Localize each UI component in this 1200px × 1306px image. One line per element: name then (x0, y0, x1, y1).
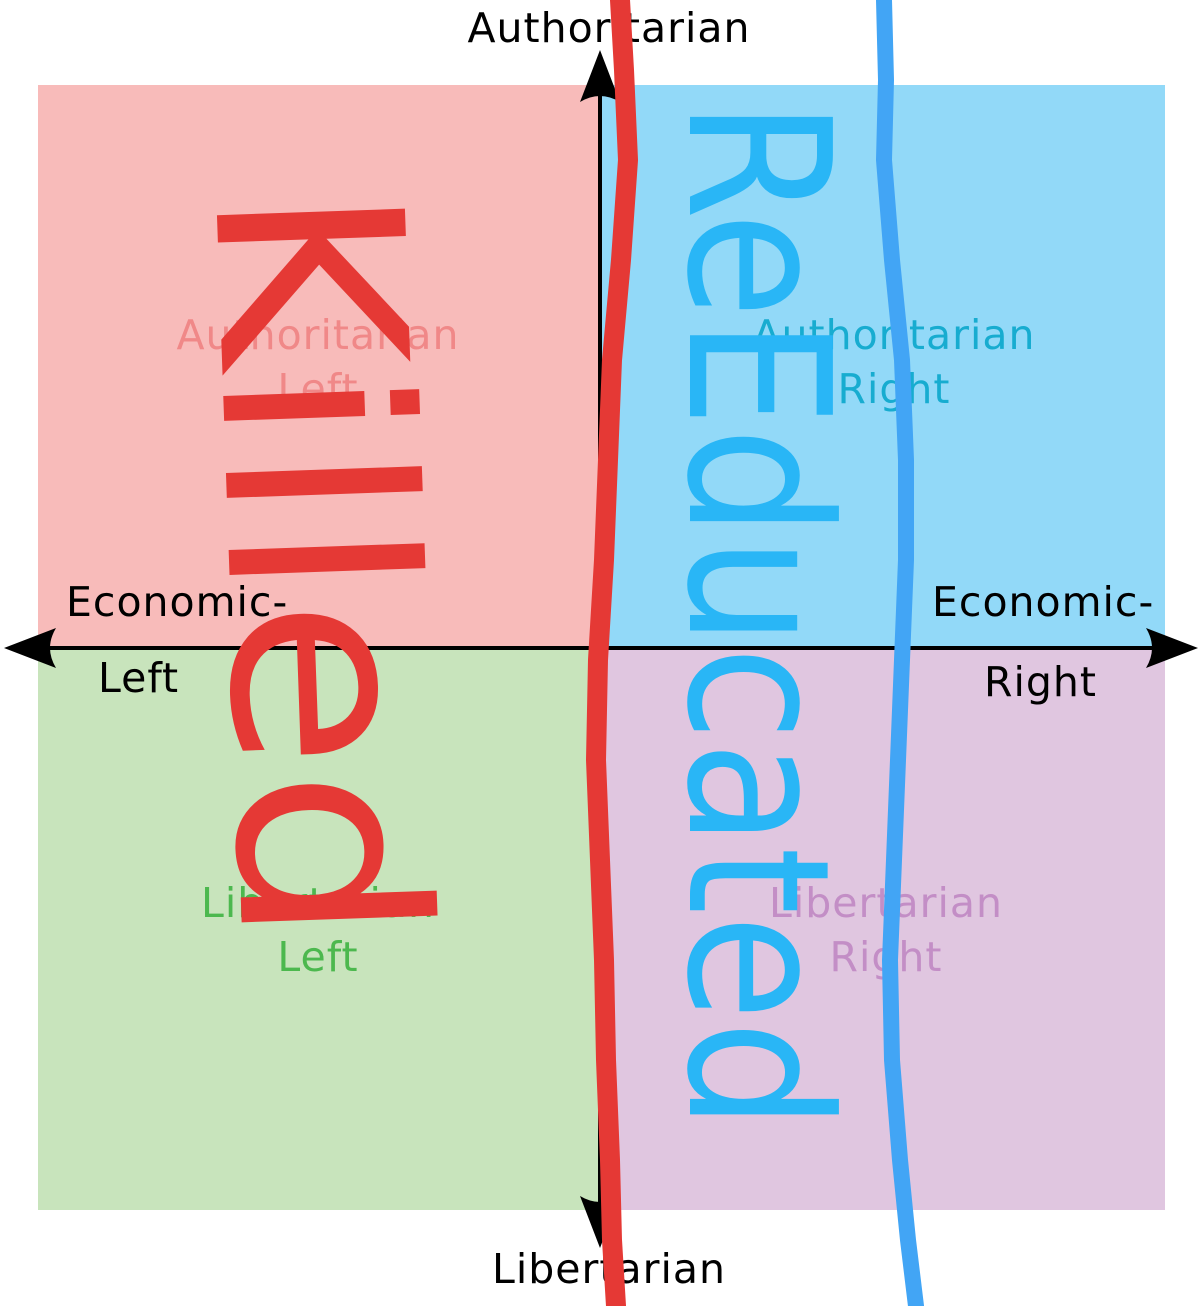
arrow-right-icon (1146, 628, 1198, 668)
axis-label-left-line2: Left (98, 654, 180, 702)
axis-label-right-line2: Right (984, 658, 1097, 706)
quadrant-label-authoritarian-left: Authoritarian Left (108, 308, 528, 416)
quadrant-libertarian-left (38, 648, 600, 1210)
quadrant-label-line: Left (277, 365, 359, 413)
axis-label-top: Authoritarian (467, 4, 751, 52)
arrow-up-icon (580, 50, 620, 102)
killed-word: Killed (155, 180, 481, 950)
quadrant-label-line: Right (837, 365, 951, 413)
arrow-left-icon (4, 628, 56, 668)
quadrant-authoritarian-left (38, 85, 600, 648)
blue-divider-line (876, 0, 924, 1306)
axis-label-left-line1: Economic- (66, 578, 289, 626)
quadrant-label-line: Authoritarian (176, 311, 460, 359)
quadrant-label-line: Libertarian (201, 879, 435, 927)
red-divider-line (586, 0, 638, 1306)
axis-label-right-line1: Economic- (932, 578, 1155, 626)
quadrant-label-line: Left (277, 933, 359, 981)
quadrant-label-libertarian-left: Libertarian Left (108, 876, 528, 984)
quadrant-libertarian-right (600, 648, 1165, 1210)
reeducated-word: ReEducated (643, 100, 871, 1130)
